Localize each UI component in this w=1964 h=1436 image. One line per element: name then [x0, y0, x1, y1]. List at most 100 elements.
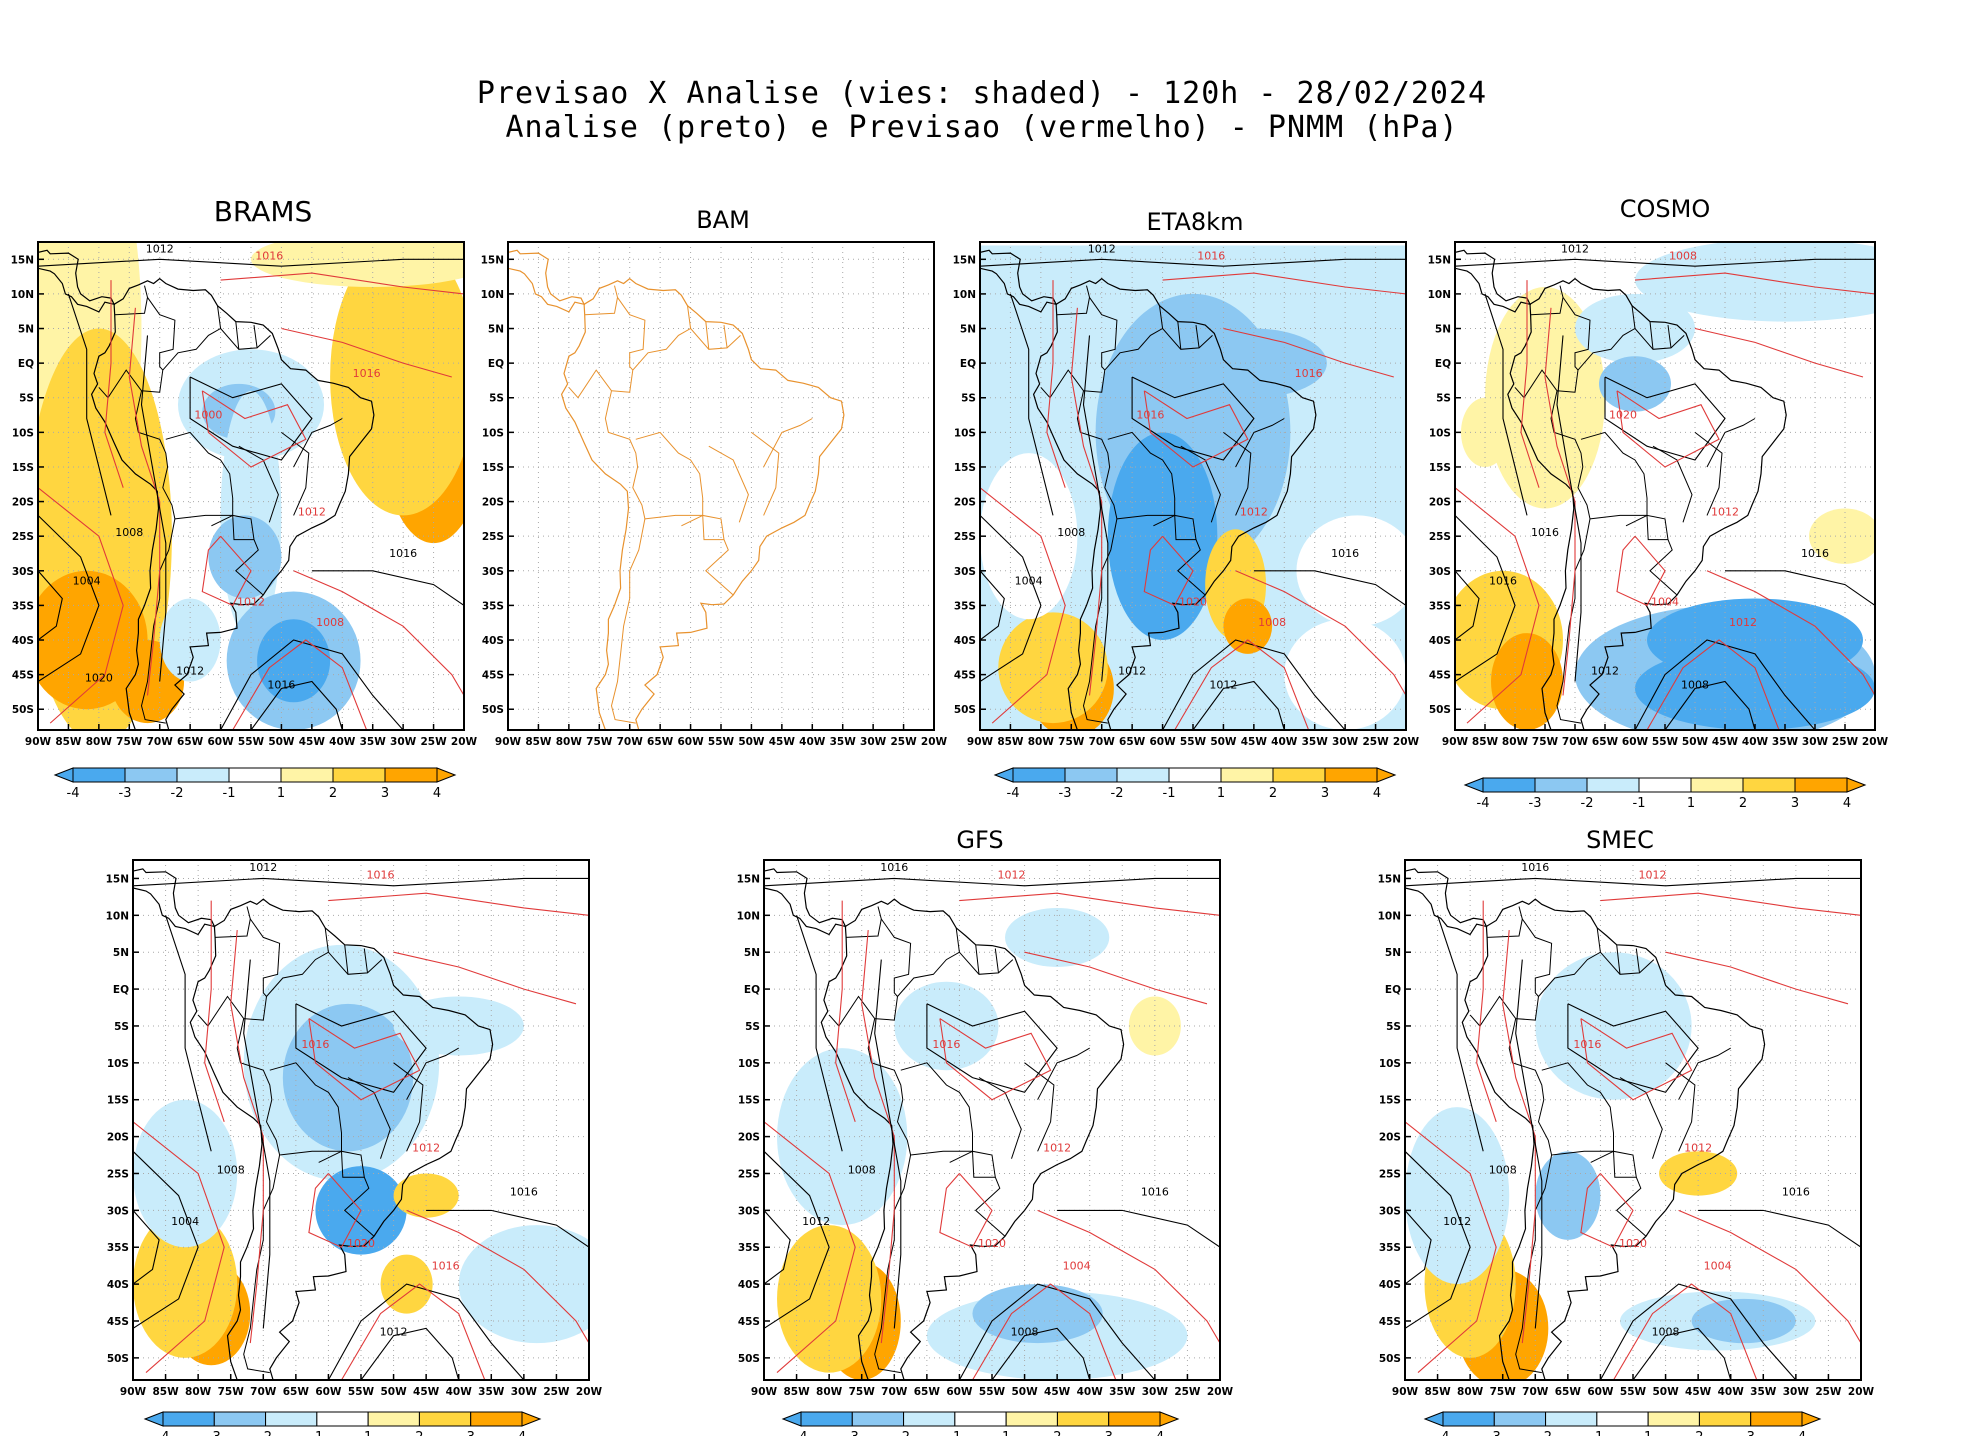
- colorbar-segment: [1064, 767, 1118, 783]
- colorbar-label: -4: [1437, 1430, 1450, 1436]
- lat-tick-label: 10S: [1429, 427, 1451, 439]
- isobar-forecast: [1646, 639, 1780, 730]
- isobar-analysis: [1057, 1209, 1220, 1248]
- colorbar-left-arrow: [143, 1411, 164, 1427]
- isobar-forecast: [1024, 951, 1208, 1005]
- lon-tick-label: 60W: [1622, 736, 1649, 748]
- lat-tick-label: 25S: [107, 1168, 129, 1180]
- isobar-label: 1004: [73, 575, 101, 588]
- lon-tick-label: 65W: [177, 736, 204, 748]
- lon-tick-label: 30W: [390, 736, 417, 748]
- country-border: [281, 432, 310, 516]
- colorbar-label: -2: [1581, 796, 1594, 811]
- country-border: [249, 918, 281, 997]
- country-border: [363, 948, 368, 973]
- isobar-analysis: [874, 959, 902, 1329]
- lat-tick-label: 15S: [107, 1095, 129, 1107]
- isobar-forecast: [1634, 272, 1875, 295]
- colorbar-segment: [1272, 767, 1326, 783]
- figure-title-line-1: Previsao X Analise (vies: shaded) - 120h…: [476, 76, 1488, 111]
- country-border: [114, 285, 149, 316]
- country-border: [269, 1062, 375, 1237]
- isobar-forecast: [232, 639, 368, 730]
- isobar-forecast: [764, 1121, 856, 1374]
- lon-tick-label: 20W: [1848, 1386, 1875, 1398]
- colorbar-segment: [162, 1411, 215, 1427]
- coastline: [820, 898, 1125, 1380]
- lat-tick-label: 15S: [1379, 1095, 1401, 1107]
- lat-tick-label: 10N: [737, 910, 760, 922]
- country-border: [253, 325, 258, 348]
- isobar-label: 1012: [1088, 242, 1116, 255]
- lat-tick-label: 5S: [961, 393, 976, 405]
- isobar-analysis: [1567, 1003, 1699, 1093]
- map-panel-gfs: 1016 1012 1008 1012 1016 1020 1008 1004 1012 1016…: [737, 859, 1234, 1398]
- panel-title-cosmo: COSMO: [1619, 195, 1711, 223]
- isobar-forecast: [308, 1173, 362, 1248]
- lat-tick-label: 5N: [18, 324, 34, 336]
- colorbar-segment: [1493, 1411, 1547, 1427]
- lat-tick-label: EQ: [960, 358, 976, 370]
- lat-tick-label: 20S: [482, 497, 504, 509]
- map-panel-bam: 15N 10N 5N EQ 5S 10S 15S 20S 25S 30S 35S 40S 45S 50S 9…: [481, 241, 948, 748]
- lat-tick-label: 50S: [107, 1353, 129, 1365]
- country-border: [1180, 445, 1221, 523]
- lat-tick-label: 50S: [1379, 1353, 1401, 1365]
- lon-tick-label: 25W: [1362, 736, 1389, 748]
- colorbar-segment: [265, 1411, 318, 1427]
- colorbar-label: -1: [310, 1430, 323, 1436]
- country-border: [1596, 927, 1601, 953]
- bias-blob: [282, 1003, 414, 1152]
- isobar-label: 1012: [1639, 868, 1667, 881]
- country-border: [828, 995, 876, 1027]
- lon-tick-label: 65W: [647, 736, 674, 748]
- isobar-forecast: [281, 327, 452, 378]
- lat-tick-label: 5N: [1435, 324, 1451, 336]
- lon-tick-label: 45W: [1712, 736, 1739, 748]
- bias-blob: [330, 242, 464, 516]
- country-border: [900, 1062, 1006, 1237]
- lat-tick-label: EQ: [1435, 358, 1451, 370]
- lat-tick-label: 20S: [12, 497, 34, 509]
- colorbar-segment: [316, 1411, 369, 1427]
- lat-tick-label: 40S: [482, 635, 504, 647]
- isobar-analysis: [67, 293, 112, 516]
- lon-tick-label: 40W: [1077, 1386, 1104, 1398]
- country-border: [243, 951, 383, 1021]
- isobar-label: 1016: [1531, 526, 1559, 539]
- lon-tick-label: 80W: [816, 1386, 843, 1398]
- isobar-label: 1016: [1782, 1186, 1810, 1199]
- isobar-label: 1016: [510, 1186, 538, 1199]
- panel-title-eta8km: ETA8km: [1146, 208, 1244, 236]
- lon-tick-label: 85W: [1424, 1386, 1451, 1398]
- lon-tick-label: 90W: [1442, 736, 1469, 748]
- lon-tick-label: 45W: [1044, 1386, 1071, 1398]
- country-border: [1177, 321, 1182, 350]
- isobar-forecast: [1580, 1173, 1634, 1248]
- coastline-central-america: [133, 868, 216, 936]
- lon-tick-label: 30W: [1142, 1386, 1169, 1398]
- lon-tick-label: 75W: [586, 736, 613, 748]
- country-border: [235, 321, 240, 350]
- country-border: [211, 514, 233, 527]
- lat-tick-label: 40S: [1429, 635, 1451, 647]
- lon-tick-label: 55W: [348, 1386, 375, 1398]
- country-border: [1076, 390, 1118, 520]
- lon-tick-label: 80W: [1502, 736, 1529, 748]
- lon-tick-label: 65W: [914, 1386, 941, 1398]
- isobar-forecast: [204, 900, 225, 1122]
- lat-tick-label: 5S: [489, 393, 504, 405]
- lat-tick-label: 15S: [738, 1095, 760, 1107]
- lon-tick-label: 90W: [967, 736, 994, 748]
- isobar-label: 1016: [1141, 1186, 1169, 1199]
- lon-tick-label: 20W: [1862, 736, 1889, 748]
- colorbar-label: -3: [1529, 796, 1542, 811]
- lon-tick-label: 60W: [946, 1386, 973, 1398]
- isobar-label: 1016: [255, 249, 283, 262]
- country-border: [1235, 418, 1285, 468]
- lat-tick-label: 15N: [737, 873, 760, 885]
- colorbar-label: 1: [1217, 786, 1225, 801]
- isobar-label: 1016: [1489, 575, 1517, 588]
- isobar-analysis: [38, 570, 63, 641]
- colorbar-label: -4: [1477, 796, 1490, 811]
